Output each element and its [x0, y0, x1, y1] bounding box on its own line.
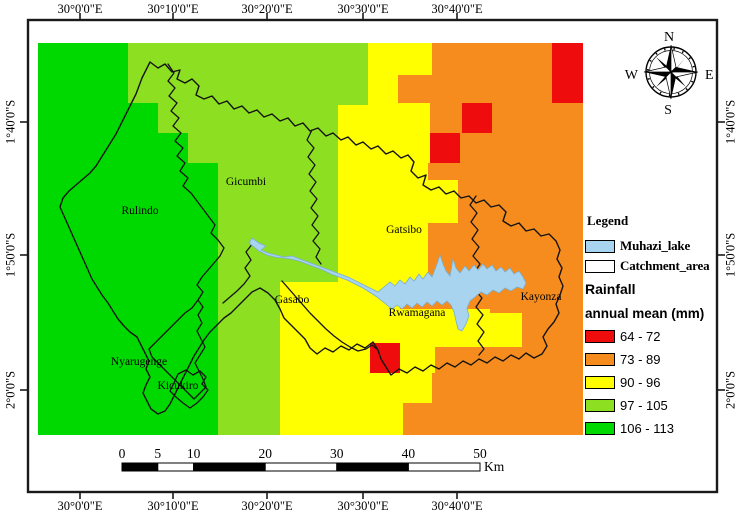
legend-class-2: 90 - 96 [585, 375, 717, 390]
compass-east-label: E [705, 68, 714, 83]
legend-item-muhazi_lake: Muhazi_lake [585, 238, 717, 254]
scalebar-segment [264, 462, 338, 472]
district-boundary-rulindo-east [167, 63, 225, 301]
legend-item-catchment_area-swatch [585, 259, 615, 273]
district-boundaries [148, 63, 485, 409]
legend-rainfall-heading: Rainfall [585, 281, 636, 297]
scalebar-segment [193, 462, 266, 472]
raster-cell-r [430, 133, 460, 163]
legend-class-0-label: 64 - 72 [620, 329, 661, 344]
legend-item-catchment_area-label: Catchment_area [620, 258, 710, 273]
legend-class-1: 73 - 89 [585, 352, 717, 367]
legend-class-1-swatch [585, 353, 615, 366]
muhazi-lake-shape [248, 237, 527, 332]
legend-class-2-label: 90 - 96 [620, 375, 661, 390]
raster-cell-r [552, 43, 583, 103]
raster-cell-g [38, 163, 218, 435]
legend-class-4-swatch [585, 422, 615, 435]
district-boundary-nyarugenge [148, 299, 207, 400]
legend-title: Legend [587, 213, 629, 228]
legend-panel: Legend Muhazi_lake Catchment_area Rainfal… [585, 213, 717, 444]
district-boundary-gicumbi-gatsibo [306, 129, 322, 265]
district-boundary-gasabo-southeast [281, 280, 379, 352]
legend-class-1-label: 73 - 89 [620, 352, 661, 367]
legend-item-muhazi_lake-swatch [585, 239, 615, 253]
legend-item-catchment_area: Catchment_area [585, 258, 717, 274]
compass-main-points [643, 44, 699, 100]
legend-class-3: 97 - 105 [585, 398, 717, 413]
catchment-boundary [59, 61, 564, 415]
compass-north-label: N [664, 30, 674, 45]
scalebar [121, 462, 481, 472]
legend-item-muhazi_lake-label: Muhazi_lake [620, 238, 691, 253]
legend-class-0: 64 - 72 [585, 329, 717, 344]
compass-south-label: S [664, 103, 672, 118]
compass-west-label: W [625, 68, 639, 83]
legend-class-4-label: 106 - 113 [620, 421, 674, 436]
map-frame [26, 18, 719, 494]
legend-class-2-swatch [585, 376, 615, 389]
district-boundary-kicukiro [169, 369, 209, 409]
legend-rainfall-subheading: annual mean (mm) [585, 306, 705, 321]
scalebar-segment [157, 462, 195, 472]
scalebar-segment [336, 462, 409, 472]
scalebar-segment [121, 462, 159, 472]
compass-rose: N S W E [625, 30, 714, 118]
legend-rainfall-classes: 64 - 72 73 - 89 90 - 96 97 - 105 106 - 113 [585, 329, 717, 436]
legend-overlay-items: Muhazi_lake Catchment_area [585, 238, 717, 274]
legend-class-3-label: 97 - 105 [620, 398, 668, 413]
rainfall-raster [38, 43, 583, 435]
graticule-ticks [20, 13, 725, 499]
raster-cell-y [428, 180, 458, 223]
legend-class-4: 106 - 113 [585, 421, 717, 436]
raster-cell-r [462, 103, 492, 133]
legend-class-0-swatch [585, 330, 615, 343]
scalebar-segment [407, 462, 481, 472]
district-boundary-gasabo-west [222, 242, 254, 304]
legend-class-3-swatch [585, 399, 615, 412]
